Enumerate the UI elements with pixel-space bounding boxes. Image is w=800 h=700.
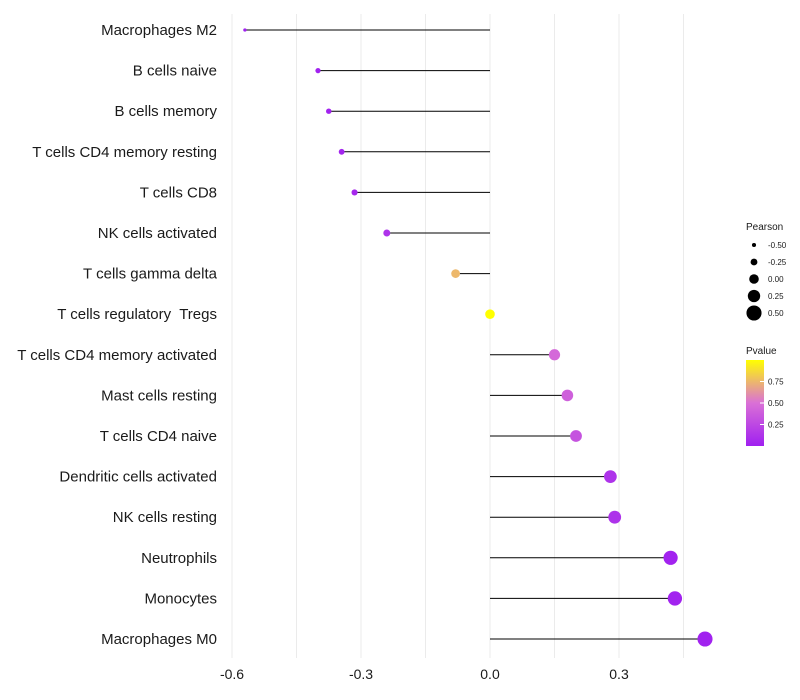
data-point xyxy=(663,550,678,565)
category-label: B cells naive xyxy=(133,63,217,80)
data-point xyxy=(243,28,247,32)
x-tick-label: -0.3 xyxy=(349,666,373,682)
category-label: Macrophages M2 xyxy=(101,22,217,39)
data-point xyxy=(604,470,617,483)
legend-pearson: Pearson -0.50 -0.25 0.00 0.25 0.50 xyxy=(746,222,787,321)
category-label: T cells CD4 memory activated xyxy=(17,347,217,364)
data-point xyxy=(697,631,713,647)
x-tick-label: -0.6 xyxy=(220,666,244,682)
legend-pvalue-label: 0.75 xyxy=(768,378,784,387)
category-label: T cells CD4 memory resting xyxy=(32,144,217,161)
data-point xyxy=(485,309,495,320)
legend-size-label: -0.25 xyxy=(768,258,787,267)
category-label: Monocytes xyxy=(144,590,217,607)
legend-size-key xyxy=(747,289,761,303)
data-point xyxy=(383,229,391,237)
legend-size-label: 0.50 xyxy=(768,309,784,318)
data-point xyxy=(561,389,574,402)
category-label: B cells memory xyxy=(114,103,217,120)
legend-size-key xyxy=(751,242,757,248)
data-point xyxy=(667,591,683,606)
grid-lines xyxy=(231,14,684,658)
stems xyxy=(244,29,705,640)
category-label: T cells regulatory Tregs xyxy=(57,306,217,323)
legend-pvalue-label: 0.50 xyxy=(768,399,784,408)
data-point xyxy=(548,349,561,361)
data-point xyxy=(338,148,345,155)
legend-pvalue: Pvalue 0.25 0.50 0.75 xyxy=(746,346,784,446)
legend-size-key xyxy=(746,305,762,321)
category-label: Dendritic cells activated xyxy=(59,469,217,486)
legend-size-label: 0.00 xyxy=(768,275,784,284)
legend-pvalue-label: 0.25 xyxy=(768,421,784,430)
legend-pvalue-title: Pvalue xyxy=(746,346,777,357)
pvalue-colorbar xyxy=(746,360,764,446)
x-axis-ticks: -0.6 -0.3 0.0 0.3 xyxy=(220,666,629,682)
x-tick-label: 0.3 xyxy=(609,666,629,682)
category-label: NK cells activated xyxy=(98,225,217,242)
category-label: Macrophages M0 xyxy=(101,631,217,648)
category-label: T cells CD4 naive xyxy=(100,428,217,445)
x-tick-label: 0.0 xyxy=(480,666,500,682)
data-point xyxy=(570,430,582,442)
data-point xyxy=(315,68,321,74)
category-label: NK cells resting xyxy=(113,509,217,526)
data-point xyxy=(451,269,460,278)
y-axis-labels: Macrophages M2 B cells naive B cells memor… xyxy=(17,22,217,648)
data-point xyxy=(351,189,358,196)
legend-size-label: 0.25 xyxy=(768,292,784,301)
legend-pearson-title: Pearson xyxy=(746,222,783,233)
category-label: T cells CD8 xyxy=(140,184,217,201)
category-label: Mast cells resting xyxy=(101,387,217,404)
legend-size-key xyxy=(749,274,759,284)
legend-size-key xyxy=(750,258,758,266)
category-label: T cells gamma delta xyxy=(83,266,218,283)
category-label: Neutrophils xyxy=(141,550,217,567)
points xyxy=(243,28,713,647)
data-point xyxy=(608,510,622,524)
legend-size-label: -0.50 xyxy=(768,241,787,250)
data-point xyxy=(326,108,332,114)
